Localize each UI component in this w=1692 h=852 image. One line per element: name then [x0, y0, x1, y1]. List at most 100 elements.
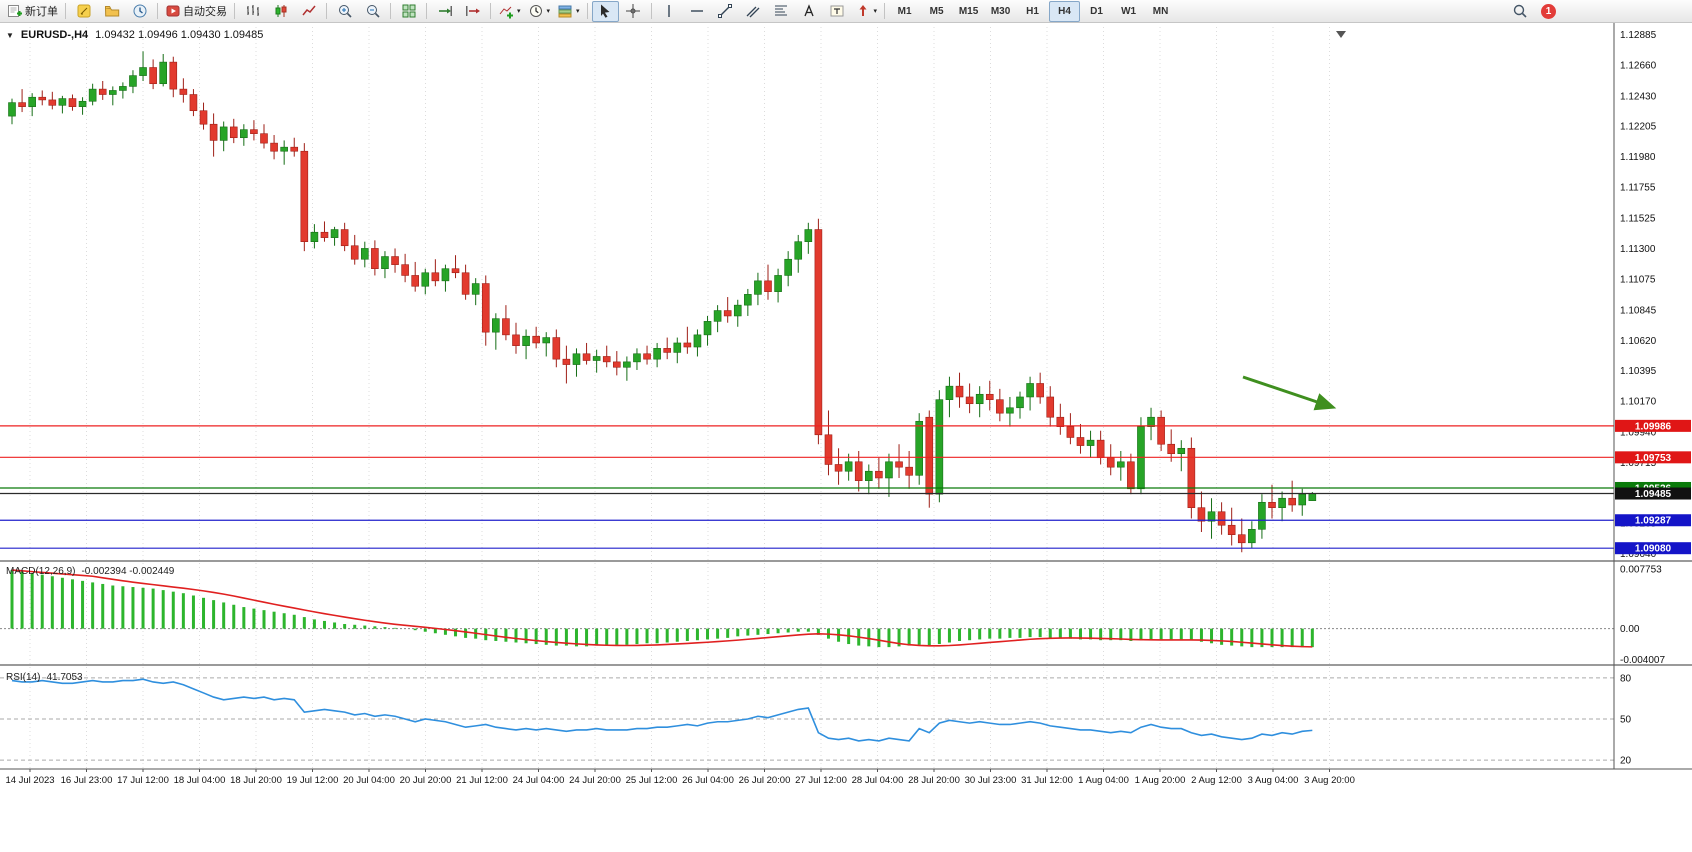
rsi-value: 41.7053: [46, 672, 83, 683]
zoom-in-button[interactable]: [331, 1, 358, 22]
indicators-button[interactable]: ▾: [495, 1, 524, 22]
toolbar-separator: [326, 3, 327, 19]
timeframe-m15-button-label: M15: [958, 5, 979, 17]
timeframe-m5-button-label: M5: [929, 5, 944, 17]
timeframe-mn-button[interactable]: MN: [1145, 1, 1176, 22]
svg-text:25 Jul 12:00: 25 Jul 12:00: [626, 775, 678, 786]
svg-text:20 Jul 20:00: 20 Jul 20:00: [400, 775, 452, 786]
horizontal-line-button[interactable]: [684, 1, 711, 22]
market-watch-button[interactable]: [126, 1, 153, 22]
macd-values: -0.002394 -0.002449: [81, 566, 175, 577]
toolbar-separator: [490, 3, 491, 19]
svg-text:26 Jul 20:00: 26 Jul 20:00: [739, 775, 791, 786]
caret-down-icon: ▾: [517, 8, 521, 15]
svg-text:1.09040: 1.09040: [1620, 549, 1657, 560]
svg-text:0.00: 0.00: [1620, 624, 1640, 635]
timeframe-m30-button-label: M30: [990, 5, 1011, 17]
metaeditor-button[interactable]: [70, 1, 97, 22]
macd-panel: 0.007753 0.00 -0.004007: [0, 564, 1665, 666]
horizontal-price-lines[interactable]: [0, 425, 1614, 549]
metaeditor-icon: [76, 3, 92, 19]
rsi-indicator-label: RSI(14) 41.7053: [6, 672, 83, 683]
search-icon: [1512, 3, 1528, 19]
autotrading-icon: [165, 3, 181, 19]
hline-icon: [689, 3, 705, 19]
timeframe-w1-button-label: W1: [1121, 5, 1137, 17]
svg-text:26 Jul 04:00: 26 Jul 04:00: [682, 775, 734, 786]
candlestick-chart-button[interactable]: [267, 1, 294, 22]
timeframe-m5-button[interactable]: M5: [921, 1, 952, 22]
timeframe-h4-button-label: H4: [1058, 5, 1071, 17]
timeframe-m30-button[interactable]: M30: [985, 1, 1016, 22]
bar-chart-button[interactable]: [239, 1, 266, 22]
panel-separator[interactable]: [0, 664, 1692, 666]
time-axis[interactable]: 14 Jul 2023 16 Jul 23:00 17 Jul 12:00 18 Ju…: [0, 768, 1692, 786]
auto-scroll-button[interactable]: [431, 1, 458, 22]
svg-text:1.09080: 1.09080: [1635, 544, 1672, 555]
rsi-name: RSI(14): [6, 672, 41, 683]
arrows-button[interactable]: ▾: [852, 1, 881, 22]
equidistant-channel-button[interactable]: [740, 1, 767, 22]
chart-shift-button[interactable]: [459, 1, 486, 22]
periods-button[interactable]: ▾: [525, 1, 554, 22]
channel-icon: [745, 3, 761, 19]
caret-down-icon: ▾: [873, 8, 878, 15]
toolbar-separator: [586, 3, 588, 19]
crosshair-button[interactable]: [620, 1, 647, 22]
svg-text:24 Jul 20:00: 24 Jul 20:00: [569, 775, 621, 786]
trend-arrow-annotation[interactable]: [1242, 375, 1337, 411]
autotrading-button[interactable]: 自动交易: [162, 1, 230, 22]
timeframe-h4-button[interactable]: H4: [1049, 0, 1081, 22]
timeframe-h1-button[interactable]: H1: [1017, 1, 1048, 22]
svg-text:1.09287: 1.09287: [1635, 516, 1672, 527]
line-chart-button[interactable]: [295, 1, 322, 22]
profiles-button[interactable]: [98, 1, 125, 22]
autotrading-button-label: 自动交易: [183, 6, 227, 18]
zoom-out-button[interactable]: [359, 1, 386, 22]
timeframe-m1-button[interactable]: M1: [889, 1, 920, 22]
svg-text:50: 50: [1620, 715, 1632, 726]
svg-text:3 Aug 04:00: 3 Aug 04:00: [1248, 775, 1299, 786]
notification-badge[interactable]: 1: [1541, 3, 1556, 19]
text-label-button[interactable]: [824, 1, 851, 22]
svg-text:1.12205: 1.12205: [1620, 122, 1657, 133]
search-button[interactable]: [1506, 1, 1533, 22]
vertical-line-button[interactable]: [656, 1, 683, 22]
cursor-button[interactable]: [591, 0, 619, 22]
svg-text:1.12660: 1.12660: [1620, 60, 1657, 71]
chart-canvas[interactable]: 0.007753 0.00 -0.004007 80 50 20 1.12885 1.1266…: [0, 23, 1692, 852]
toolbar-separator: [650, 3, 652, 19]
text-button[interactable]: [796, 1, 823, 22]
toolbar-separator: [65, 3, 66, 19]
svg-text:1.10845: 1.10845: [1620, 305, 1657, 316]
text-a-icon: [801, 3, 817, 19]
svg-text:2 Aug 12:00: 2 Aug 12:00: [1191, 775, 1242, 786]
templates-button[interactable]: ▾: [554, 1, 583, 22]
price-tags[interactable]: 1.099861.097531.095261.094851.092871.090…: [1615, 419, 1691, 555]
svg-text:24 Jul 04:00: 24 Jul 04:00: [513, 775, 565, 786]
svg-text:1.10395: 1.10395: [1620, 366, 1657, 377]
toolbar-separator: [884, 3, 886, 19]
svg-text:3 Aug 20:00: 3 Aug 20:00: [1304, 775, 1355, 786]
timeframe-m15-button[interactable]: M15: [953, 1, 984, 22]
timeframe-w1-button[interactable]: W1: [1113, 1, 1144, 22]
svg-text:1.09715: 1.09715: [1620, 458, 1657, 469]
zoom-out-icon: [365, 3, 381, 19]
svg-text:28 Jul 20:00: 28 Jul 20:00: [908, 775, 960, 786]
tile-windows-button[interactable]: [395, 1, 422, 22]
cursor-icon: [597, 3, 613, 19]
toolbar-separator: [234, 3, 235, 19]
svg-text:18 Jul 04:00: 18 Jul 04:00: [174, 775, 226, 786]
chart-shift-marker[interactable]: [1336, 31, 1346, 38]
svg-text:14 Jul 2023: 14 Jul 2023: [5, 775, 54, 786]
trendline-button[interactable]: [712, 1, 739, 22]
timeframe-d1-button[interactable]: D1: [1081, 1, 1112, 22]
svg-text:1.09986: 1.09986: [1635, 421, 1672, 432]
fibonacci-button[interactable]: [768, 1, 795, 22]
new-order-button[interactable]: 新订单: [4, 1, 61, 22]
panel-separator[interactable]: [0, 560, 1692, 562]
chart-menu-icon[interactable]: ▼: [6, 30, 14, 40]
chart-area[interactable]: 0.007753 0.00 -0.004007 80 50 20 1.12885 1.1266…: [0, 23, 1692, 852]
svg-text:0.007753: 0.007753: [1620, 564, 1662, 575]
timeframe-mn-button-label: MN: [1152, 5, 1169, 17]
